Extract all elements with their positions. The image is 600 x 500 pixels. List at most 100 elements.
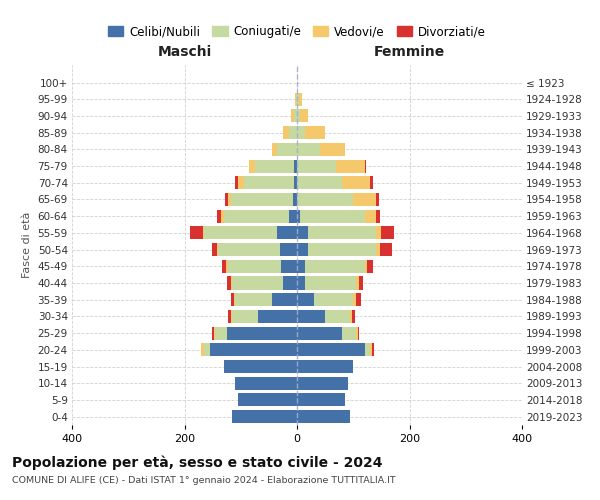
Bar xyxy=(283,126,289,139)
Bar xyxy=(376,210,380,222)
Bar xyxy=(272,143,277,156)
Bar xyxy=(227,326,297,340)
Bar xyxy=(356,276,359,289)
Bar xyxy=(227,276,231,289)
Bar xyxy=(217,210,221,222)
Bar xyxy=(238,176,244,190)
Bar xyxy=(230,193,293,206)
Bar xyxy=(280,243,297,256)
Bar xyxy=(325,310,350,323)
Bar xyxy=(297,126,305,139)
Bar xyxy=(224,210,289,222)
Bar xyxy=(297,276,305,289)
Bar xyxy=(297,310,325,323)
Bar xyxy=(297,160,337,172)
Bar xyxy=(293,193,297,206)
Bar xyxy=(212,243,217,256)
Bar xyxy=(235,176,238,190)
Bar xyxy=(370,344,372,356)
Bar xyxy=(204,344,210,356)
Text: Popolazione per età, sesso e stato civile - 2024: Popolazione per età, sesso e stato civil… xyxy=(12,455,383,469)
Bar xyxy=(372,344,373,356)
Bar xyxy=(359,276,364,289)
Bar xyxy=(232,276,283,289)
Bar xyxy=(300,210,365,222)
Bar xyxy=(305,276,356,289)
Bar xyxy=(297,92,299,106)
Bar xyxy=(353,193,376,206)
Bar xyxy=(297,210,300,222)
Bar xyxy=(226,260,228,273)
Bar xyxy=(314,293,353,306)
Bar xyxy=(210,344,297,356)
Bar xyxy=(376,243,380,256)
Bar xyxy=(365,210,376,222)
Bar xyxy=(249,160,255,172)
Bar xyxy=(228,260,281,273)
Bar xyxy=(203,226,204,239)
Bar xyxy=(277,226,297,239)
Bar xyxy=(350,310,352,323)
Bar xyxy=(277,143,297,156)
Bar xyxy=(308,226,376,239)
Bar xyxy=(297,260,305,273)
Bar xyxy=(297,394,345,406)
Bar xyxy=(353,293,356,306)
Bar xyxy=(283,276,297,289)
Bar xyxy=(296,92,297,106)
Legend: Celibi/Nubili, Coniugati/e, Vedovi/e, Divorziati/e: Celibi/Nubili, Coniugati/e, Vedovi/e, Di… xyxy=(103,20,491,43)
Bar xyxy=(297,376,347,390)
Bar xyxy=(299,92,302,106)
Text: Femmine: Femmine xyxy=(374,45,445,59)
Bar xyxy=(365,160,366,172)
Bar xyxy=(218,243,280,256)
Bar xyxy=(231,293,234,306)
Bar xyxy=(320,143,345,156)
Bar xyxy=(297,176,342,190)
Text: COMUNE DI ALIFE (CE) - Dati ISTAT 1° gennaio 2024 - Elaborazione TUTTITALIA.IT: COMUNE DI ALIFE (CE) - Dati ISTAT 1° gen… xyxy=(12,476,395,485)
Bar xyxy=(190,226,203,239)
Bar xyxy=(342,326,356,340)
Bar xyxy=(365,260,367,273)
Bar xyxy=(212,326,214,340)
Bar xyxy=(215,326,227,340)
Bar xyxy=(380,243,392,256)
Bar xyxy=(224,360,297,373)
Bar xyxy=(289,210,297,222)
Bar xyxy=(235,376,297,390)
Bar xyxy=(356,293,361,306)
Bar xyxy=(202,344,204,356)
Bar xyxy=(308,243,376,256)
Bar xyxy=(225,193,228,206)
Bar xyxy=(300,110,308,122)
Bar xyxy=(232,310,257,323)
Bar xyxy=(231,310,232,323)
Bar xyxy=(229,310,231,323)
Bar xyxy=(356,326,358,340)
Bar xyxy=(297,243,308,256)
Bar xyxy=(376,226,382,239)
Bar xyxy=(221,260,226,273)
Text: Maschi: Maschi xyxy=(157,45,212,59)
Bar xyxy=(376,193,379,206)
Bar xyxy=(272,293,297,306)
Bar xyxy=(234,293,235,306)
Bar xyxy=(294,160,297,172)
Bar xyxy=(217,243,218,256)
Bar xyxy=(342,176,370,190)
Bar xyxy=(294,110,297,122)
Bar xyxy=(281,260,297,273)
Bar xyxy=(297,110,300,122)
Bar xyxy=(297,193,353,206)
Bar xyxy=(337,160,365,172)
Bar xyxy=(294,176,297,190)
Bar xyxy=(297,293,314,306)
Bar xyxy=(382,226,394,239)
Bar xyxy=(221,210,224,222)
Bar xyxy=(367,260,373,273)
Bar xyxy=(292,110,294,122)
Bar xyxy=(297,226,308,239)
Bar xyxy=(289,126,297,139)
Bar xyxy=(235,293,272,306)
Bar xyxy=(255,160,294,172)
